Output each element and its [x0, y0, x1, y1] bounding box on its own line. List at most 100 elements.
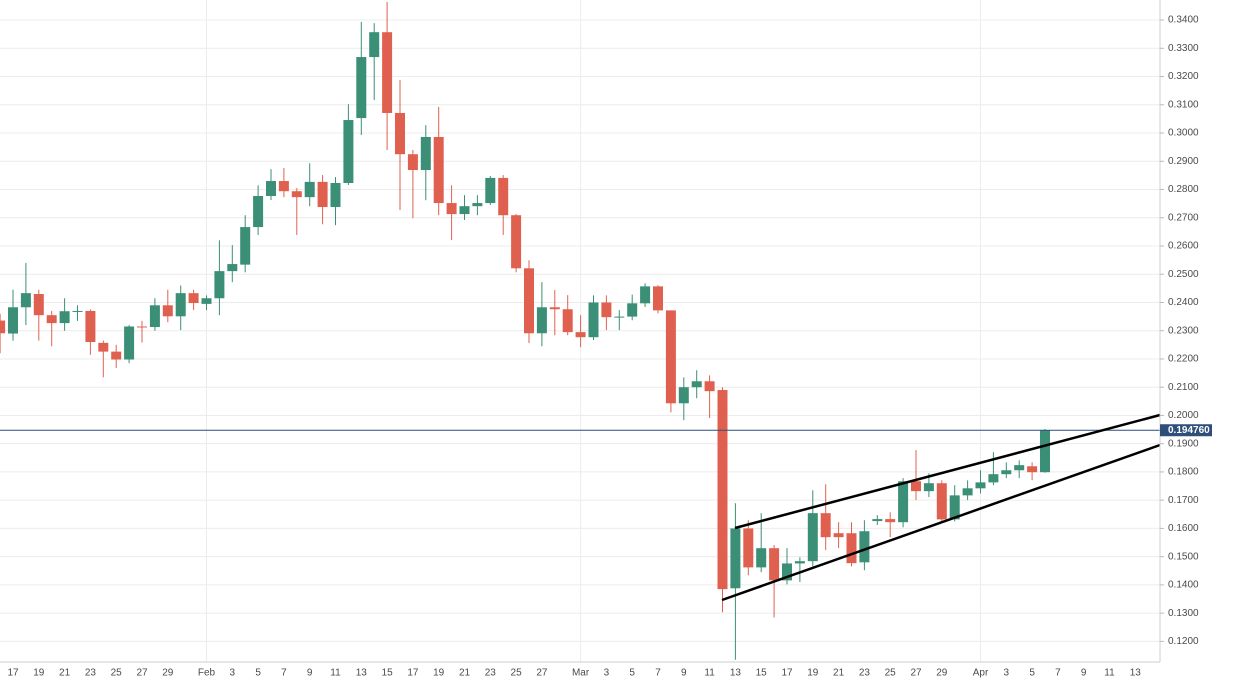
candle-body [885, 519, 896, 523]
x-tick-label: 27 [136, 668, 148, 679]
candle-body [846, 533, 857, 564]
y-tick-label: 0.3000 [1168, 128, 1199, 139]
x-tick-label: 25 [885, 668, 897, 679]
candle-body [46, 315, 57, 324]
candle-body [20, 293, 31, 308]
candle-body [1014, 465, 1025, 471]
candle-body [98, 342, 109, 352]
candle-body [188, 293, 199, 304]
y-tick-label: 0.1400 [1168, 580, 1199, 591]
candle-body [175, 293, 186, 317]
x-tick-label: 21 [459, 668, 471, 679]
candle-body [201, 298, 212, 304]
candle-body [988, 474, 999, 483]
x-tick-label: 13 [730, 668, 742, 679]
candle-body [291, 191, 302, 198]
candle-body [562, 309, 573, 333]
x-tick-label: 7 [655, 668, 661, 679]
candle-body [33, 294, 44, 316]
candle-body [149, 305, 160, 328]
x-tick-label: 17 [7, 668, 19, 679]
candle-body [485, 177, 496, 204]
candle-body [1040, 430, 1050, 473]
x-tick-label: 9 [1081, 668, 1087, 679]
y-tick-label: 0.1900 [1168, 438, 1199, 449]
candle-body [8, 307, 18, 334]
candle-body [395, 112, 405, 155]
y-tick-label: 0.1300 [1168, 608, 1199, 619]
x-tick-label: Mar [572, 668, 590, 679]
x-tick-label: 25 [511, 668, 523, 679]
candle-body [1027, 466, 1038, 473]
y-tick-label: 0.3100 [1168, 99, 1199, 110]
candle-body [872, 519, 883, 522]
candle-body [923, 483, 934, 492]
x-tick-label: 13 [356, 668, 368, 679]
candle-body [704, 381, 715, 392]
candle-body [0, 320, 6, 334]
y-tick-label: 0.2100 [1168, 382, 1199, 393]
candle-body [665, 310, 676, 404]
y-tick-label: 0.2000 [1168, 410, 1199, 421]
candle-body [382, 32, 393, 113]
y-tick-label: 0.1700 [1168, 495, 1199, 506]
candle-body [975, 482, 986, 489]
y-tick-label: 0.1200 [1168, 636, 1199, 647]
candle-body [330, 183, 341, 208]
candle-body [717, 390, 728, 590]
x-tick-label: 11 [704, 668, 715, 679]
x-tick-label: 19 [807, 668, 819, 679]
candle-body [214, 271, 225, 299]
candle-body [407, 154, 418, 171]
y-tick-label: 0.2400 [1168, 297, 1199, 308]
candle-body [820, 513, 831, 538]
x-tick-label: 15 [756, 668, 768, 679]
x-tick-label: 9 [681, 668, 687, 679]
candle-body [278, 181, 289, 192]
x-tick-label: 7 [1055, 668, 1061, 679]
candle-body [653, 286, 663, 311]
x-tick-label: 23 [485, 668, 497, 679]
x-tick-label: 11 [330, 668, 341, 679]
candle-body [524, 268, 534, 334]
candle-body [162, 305, 173, 317]
candle-body [72, 310, 83, 312]
candle-body [536, 307, 547, 334]
candle-body [420, 136, 431, 171]
x-tick-label: 27 [536, 668, 548, 679]
candle-body [936, 483, 947, 520]
candle-body [369, 32, 380, 58]
x-tick-label: 23 [85, 668, 97, 679]
x-tick-label: 15 [382, 668, 394, 679]
candle-body [769, 548, 780, 581]
x-tick-label: 21 [59, 668, 71, 679]
y-tick-label: 0.3300 [1168, 43, 1199, 54]
candle-body [124, 326, 135, 360]
candle-body [949, 495, 960, 520]
candle-body [782, 563, 792, 581]
candle-body [807, 513, 818, 562]
x-tick-label: 5 [1029, 668, 1035, 679]
y-tick-label: 0.2600 [1168, 241, 1199, 252]
y-tick-label: 0.2300 [1168, 325, 1199, 336]
x-tick-label: 3 [1004, 668, 1010, 679]
candle-body [730, 528, 741, 589]
candle-body [614, 316, 625, 318]
candle-body [304, 181, 315, 198]
y-tick-label: 0.2500 [1168, 269, 1199, 280]
candle-body [266, 181, 276, 197]
candle-body [678, 387, 689, 404]
candle-body [446, 203, 457, 215]
candle-body [343, 120, 354, 184]
candle-body [472, 203, 483, 207]
trendline-upper [734, 413, 1161, 530]
y-tick-label: 0.2200 [1168, 354, 1199, 365]
x-tick-label: 29 [162, 668, 174, 679]
x-tick-label: 21 [833, 668, 845, 679]
y-tick-label: 0.3200 [1168, 71, 1199, 82]
x-tick-label: 23 [859, 668, 871, 679]
x-tick-label: 17 [407, 668, 419, 679]
candles [0, 1, 1160, 660]
candle-body [743, 528, 754, 568]
